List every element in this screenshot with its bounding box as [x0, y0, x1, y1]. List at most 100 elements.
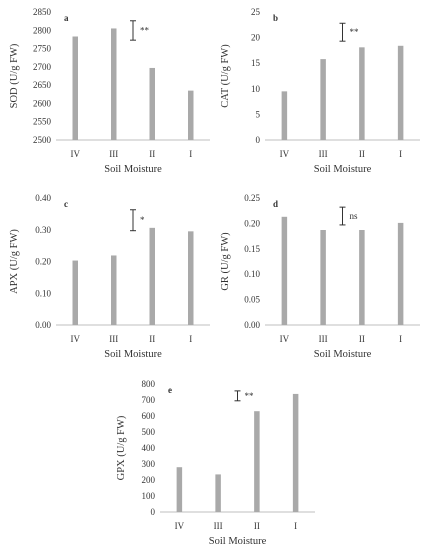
y-tick-label: 0.00	[244, 320, 260, 330]
bar-II	[359, 230, 365, 325]
significance-label: **	[140, 25, 150, 35]
significance-label: **	[350, 27, 360, 37]
x-tick-label: III	[109, 149, 118, 159]
y-axis-label: APX (U/g FW)	[9, 229, 20, 294]
x-tick-label: II	[359, 334, 365, 344]
x-tick-label: II	[359, 149, 365, 159]
x-tick-label: II	[149, 334, 155, 344]
panel-letter: a	[64, 13, 69, 23]
y-tick-label: 100	[142, 491, 156, 501]
y-tick-label: 2750	[33, 44, 52, 54]
bar-I	[188, 231, 194, 325]
bar-IV	[281, 216, 288, 325]
x-axis-label: Soil Moisture	[314, 349, 372, 360]
y-tick-label: 0	[256, 135, 261, 145]
x-tick-label: II	[254, 521, 260, 531]
x-tick-label: IV	[280, 149, 290, 159]
x-tick-label: III	[214, 521, 223, 531]
panel-letter: b	[273, 13, 278, 23]
x-tick-label: IV	[175, 521, 185, 531]
significance-bracket	[339, 206, 346, 226]
significance-label: **	[245, 391, 255, 401]
x-axis-label: Soil Moisture	[209, 536, 267, 547]
y-tick-label: 2800	[33, 25, 52, 35]
bar-IV	[72, 36, 78, 141]
bar-I	[188, 90, 194, 140]
y-tick-label: 300	[142, 459, 156, 469]
y-tick-label: 0.40	[35, 193, 51, 203]
y-tick-label: 0.25	[244, 193, 260, 203]
bar-IV	[176, 467, 183, 512]
y-tick-label: 200	[142, 475, 156, 485]
y-tick-label: 2600	[33, 98, 52, 108]
bar-II	[149, 227, 155, 325]
bar-II	[149, 67, 155, 140]
bar-III	[111, 28, 117, 141]
y-tick-label: 2650	[33, 80, 52, 90]
x-tick-label: III	[319, 149, 328, 159]
x-tick-label: I	[189, 149, 192, 159]
x-tick-label: IV	[71, 149, 81, 159]
y-tick-label: 0.30	[35, 225, 51, 235]
y-tick-label: 0.05	[244, 295, 260, 305]
y-tick-label: 700	[142, 395, 156, 405]
y-tick-label: 0.10	[244, 269, 260, 279]
y-tick-label: 0.20	[35, 257, 51, 267]
panel-letter: c	[64, 199, 68, 209]
y-tick-label: 600	[142, 411, 156, 421]
y-axis-label: SOD (U/g FW)	[9, 43, 20, 108]
bar-I	[397, 45, 404, 140]
bar-IV	[72, 260, 78, 325]
y-tick-label: 0.15	[244, 244, 260, 254]
x-axis-label: Soil Moisture	[314, 164, 372, 175]
x-axis-label: Soil Moisture	[104, 164, 162, 175]
x-tick-label: I	[294, 521, 297, 531]
y-tick-label: 2850	[33, 7, 52, 17]
panel-letter: d	[273, 199, 278, 209]
bar-III	[215, 474, 221, 512]
y-tick-label: 2500	[33, 135, 52, 145]
x-tick-label: IV	[71, 334, 81, 344]
y-tick-label: 5	[256, 109, 261, 119]
x-tick-label: IV	[280, 334, 290, 344]
y-tick-label: 2550	[33, 117, 52, 127]
bar-II	[254, 411, 260, 512]
y-tick-label: 20	[251, 33, 261, 43]
y-tick-label: 15	[251, 58, 261, 68]
y-axis-label: GPX (U/g FW)	[116, 415, 127, 480]
bar-I	[397, 222, 404, 325]
bar-II	[359, 47, 365, 140]
y-tick-label: 800	[142, 379, 156, 389]
significance-bracket	[234, 390, 241, 402]
x-tick-label: I	[399, 149, 402, 159]
y-tick-label: 0.20	[244, 218, 260, 228]
y-tick-label: 400	[142, 443, 156, 453]
significance-bracket	[130, 209, 136, 232]
y-tick-label: 0.00	[35, 320, 51, 330]
y-tick-label: 2700	[33, 62, 52, 72]
y-axis-label: CAT (U/g FW)	[220, 44, 231, 108]
bar-IV	[281, 91, 288, 140]
bar-III	[111, 255, 117, 325]
significance-label: ns	[350, 211, 359, 221]
x-tick-label: III	[319, 334, 328, 344]
x-tick-label: III	[109, 334, 118, 344]
y-tick-label: 0	[151, 507, 156, 517]
y-tick-label: 10	[251, 84, 261, 94]
panel-letter: e	[168, 385, 172, 395]
x-axis-label: Soil Moisture	[104, 349, 162, 360]
x-tick-label: I	[399, 334, 402, 344]
bar-I	[292, 393, 299, 512]
y-tick-label: 500	[142, 427, 156, 437]
bar-III	[320, 230, 326, 325]
significance-bracket	[339, 22, 346, 42]
y-tick-label: 0.10	[35, 288, 51, 298]
x-tick-label: II	[149, 149, 155, 159]
significance-label: *	[140, 215, 145, 225]
